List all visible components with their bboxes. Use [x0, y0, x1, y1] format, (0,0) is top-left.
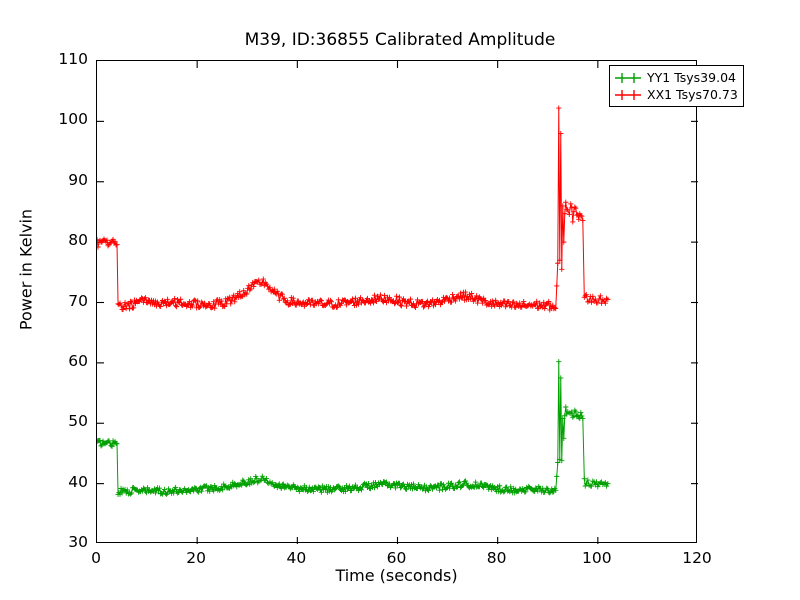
- x-tick-label: 20: [186, 549, 207, 567]
- x-axis-label: Time (seconds): [335, 566, 458, 585]
- x-tick-label: 0: [91, 549, 101, 567]
- x-tick-label: 120: [682, 549, 712, 567]
- y-tick-label: 70: [68, 291, 88, 310]
- x-tick-label: 60: [386, 549, 407, 567]
- legend-marker-yy1: [615, 72, 641, 83]
- y-tick-label: 50: [68, 412, 88, 431]
- legend-label-xx1: XX1 Tsys70.73: [647, 87, 738, 102]
- page-title: M39, ID:36855 Calibrated Amplitude: [244, 30, 556, 50]
- plot-area: [96, 60, 698, 544]
- plot-canvas: [97, 61, 698, 544]
- x-axis-ticks: 0 20 40 60 80 100 120: [91, 543, 712, 583]
- y-tick-label: 40: [68, 472, 88, 491]
- legend-item: XX1 Tsys70.73: [614, 86, 738, 103]
- y-tick-label: 60: [68, 351, 88, 370]
- y-axis-ticks: 30 40 50 60 70 80 90 100 110: [22, 50, 88, 551]
- y-tick-label: 100: [58, 110, 88, 129]
- y-tick-label: 80: [68, 231, 88, 250]
- y-tick-label: 110: [58, 50, 88, 68]
- legend: YY1 Tsys39.04 XX1 Tsys70.73: [609, 65, 744, 107]
- x-tick-label: 80: [486, 549, 507, 567]
- y-tick-label: 30: [68, 533, 88, 551]
- y-tick-label: 90: [68, 170, 88, 189]
- series-xx1: [97, 105, 611, 313]
- legend-marker-xx1: [615, 89, 641, 100]
- x-tick-label: 40: [286, 549, 307, 567]
- legend-item: YY1 Tsys39.04: [614, 69, 738, 86]
- y-axis-label: Power in Kelvin: [16, 208, 36, 331]
- legend-label-yy1: YY1 Tsys39.04: [647, 70, 736, 85]
- x-tick-label: 100: [582, 549, 612, 567]
- series-yy1: [97, 359, 611, 497]
